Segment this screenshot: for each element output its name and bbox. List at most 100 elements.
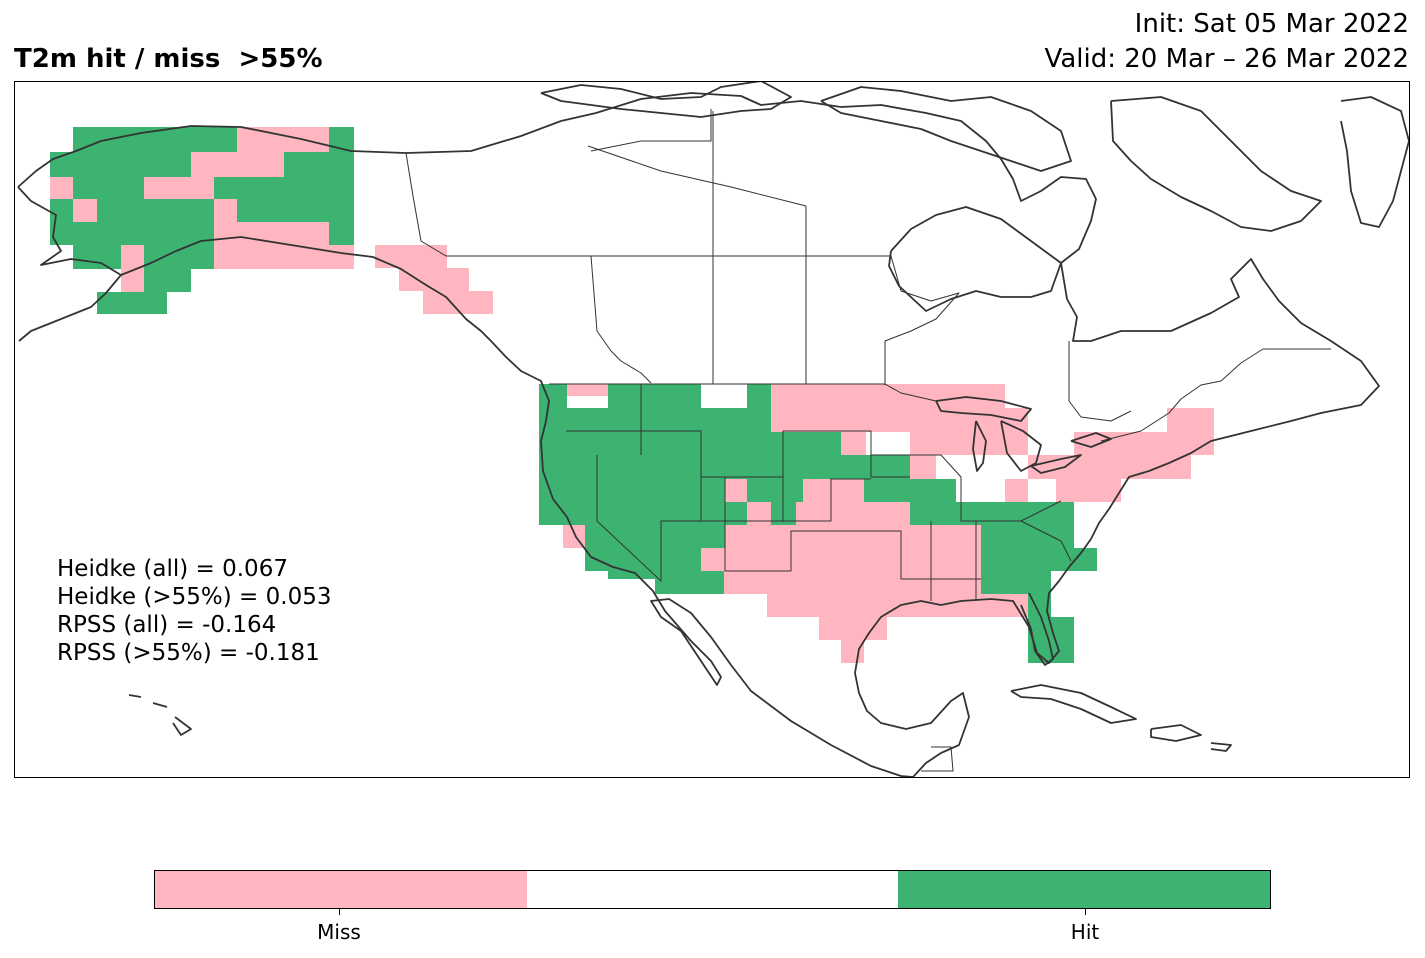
miss-cell xyxy=(214,222,329,245)
hit-cell xyxy=(539,408,771,432)
coastlines-and-borders xyxy=(17,82,1409,777)
miss-cell xyxy=(191,152,284,177)
miss-cell xyxy=(121,269,144,292)
tick-hit xyxy=(1085,909,1086,915)
hit-cell xyxy=(97,199,144,222)
miss-cell xyxy=(237,127,329,152)
map-canvas xyxy=(17,82,1409,777)
hit-cell xyxy=(608,571,655,579)
miss-cell xyxy=(771,408,1028,432)
arctic-islands xyxy=(540,82,792,118)
greenland-edge xyxy=(1340,96,1409,228)
map-panel xyxy=(14,81,1410,778)
hit-cell xyxy=(73,152,191,177)
border-states-central xyxy=(661,478,871,522)
hit-cell xyxy=(981,548,1097,571)
colorbar xyxy=(154,870,1271,909)
miss-cell xyxy=(725,525,747,548)
miss-cell xyxy=(747,502,771,525)
miss-cell xyxy=(50,177,73,199)
miss-cell xyxy=(725,479,747,502)
tick-label-miss: Miss xyxy=(317,920,361,944)
baffin-island xyxy=(1110,96,1322,232)
miss-cell xyxy=(767,594,796,617)
skill-scores: Heidke (all) = 0.067 Heidke (>55%) = 0.0… xyxy=(57,555,331,667)
miss-cell xyxy=(701,548,724,571)
hit-cell xyxy=(539,502,747,525)
hawaii-2 xyxy=(152,702,168,708)
miss-cell xyxy=(214,199,237,222)
border-quebec-ontario xyxy=(1068,341,1132,422)
border-us-canada-east xyxy=(1100,348,1331,442)
miss-cell xyxy=(747,525,981,548)
hit-cell xyxy=(284,152,354,177)
heidke-all: Heidke (all) = 0.067 xyxy=(57,556,288,582)
miss-cell xyxy=(399,268,469,291)
border-carolinas xyxy=(1020,520,1072,562)
miss-cell xyxy=(771,384,1005,408)
lake-michigan xyxy=(972,420,987,472)
miss-cell xyxy=(796,502,910,525)
map-title: T2m hit / miss >55% xyxy=(14,44,323,74)
hit-cell xyxy=(585,548,701,571)
hit-cell xyxy=(747,384,771,408)
miss-cell xyxy=(841,640,864,663)
coastline-north-america xyxy=(17,92,1380,777)
coastline-hudson-bay xyxy=(888,206,1062,312)
hit-cell xyxy=(73,245,121,269)
border-belize-guatemala xyxy=(921,746,954,772)
hit-cell xyxy=(144,245,214,269)
hit-cell xyxy=(214,177,354,199)
border-canada xyxy=(405,152,960,385)
border-nevada-utah xyxy=(596,455,702,582)
hit-cell xyxy=(237,199,354,222)
miss-cell xyxy=(214,245,354,269)
init-date: Init: Sat 05 Mar 2022 xyxy=(1134,9,1409,39)
miss-cell xyxy=(910,432,1028,455)
hit-cell xyxy=(144,199,214,222)
colorbar-miss xyxy=(155,871,527,908)
miss-cell xyxy=(375,245,447,268)
hit-cell xyxy=(50,222,214,245)
hawaii-1 xyxy=(128,694,142,698)
miss-cell xyxy=(1028,455,1191,479)
miss-cell xyxy=(567,384,608,396)
lake-superior xyxy=(935,396,1032,422)
coastline-alaska-west xyxy=(17,186,122,342)
border-states-south xyxy=(724,477,981,580)
hit-cell xyxy=(585,525,725,548)
coastline-pacific xyxy=(120,236,914,777)
coastline-florida xyxy=(1020,592,1054,666)
miss-cell xyxy=(803,479,864,502)
valid-period: Valid: 20 Mar – 26 Mar 2022 xyxy=(1044,44,1409,74)
miss-cell xyxy=(724,548,981,571)
border-bc-alberta xyxy=(590,255,652,384)
hit-cell xyxy=(539,455,910,479)
hit-cell xyxy=(655,571,724,594)
miss-cell xyxy=(724,571,981,594)
tick-label-hit: Hit xyxy=(1070,920,1100,944)
heidke-55: Heidke (>55%) = 0.053 xyxy=(57,584,332,610)
miss-cell xyxy=(796,594,1028,617)
border-us-canada-west xyxy=(549,383,937,402)
colorbar-neutral xyxy=(526,871,899,908)
hit-cell xyxy=(981,571,1051,594)
border-nwt-north xyxy=(590,109,712,152)
hit-cell xyxy=(539,432,841,455)
rpss-55: RPSS (>55%) = -0.181 xyxy=(57,640,320,666)
miss-cell xyxy=(1167,408,1214,432)
lake-huron xyxy=(1000,420,1042,472)
hit-cell xyxy=(50,199,73,222)
miss-cell xyxy=(144,177,214,199)
miss-cell xyxy=(910,455,936,479)
hit-cell xyxy=(329,222,354,245)
miss-cell xyxy=(423,291,493,314)
hit-cell xyxy=(144,269,191,292)
border-nwt-nunavut xyxy=(587,145,807,207)
puerto-rico xyxy=(1210,742,1232,752)
lake-erie xyxy=(1030,454,1082,474)
hit-cell xyxy=(981,525,1074,548)
hit-cell xyxy=(1028,594,1051,617)
miss-cell xyxy=(121,245,144,269)
miss-cell xyxy=(1056,479,1121,502)
